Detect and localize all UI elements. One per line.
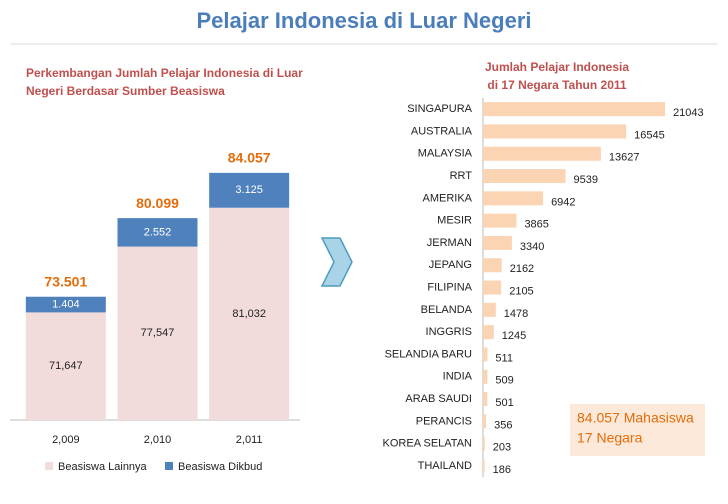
value-label: 203 xyxy=(493,442,511,454)
y-tick-label: JERMAN xyxy=(427,237,472,249)
bar xyxy=(483,102,666,117)
x-tick-label: 2,009 xyxy=(52,434,80,446)
value-label: 501 xyxy=(495,397,513,409)
value-label: 3.125 xyxy=(235,184,263,196)
bar-segment xyxy=(25,312,106,420)
arrow xyxy=(320,237,353,287)
y-tick-label: INDIA xyxy=(443,371,473,383)
y-tick-label: ARAB SAUDI xyxy=(405,393,472,405)
value-label: 511 xyxy=(495,352,513,364)
bar xyxy=(483,369,488,384)
bar xyxy=(483,280,502,295)
y-tick-label: THAILAND xyxy=(418,460,472,472)
value-label: 77,547 xyxy=(141,327,175,339)
bar xyxy=(483,325,494,340)
legend-swatch xyxy=(45,462,53,470)
y-tick-label: MESIR xyxy=(437,215,472,227)
bar xyxy=(483,347,488,362)
legend-label: Beasiswa Dikbud xyxy=(178,461,262,473)
value-label: 509 xyxy=(495,375,513,387)
value-label: 2105 xyxy=(509,285,533,297)
value-label: 81,032 xyxy=(232,308,266,320)
total-label: 80.099 xyxy=(136,195,179,211)
bar xyxy=(483,414,487,429)
bar xyxy=(483,258,502,273)
annotation-box xyxy=(570,404,705,456)
value-label: 71,647 xyxy=(49,360,83,372)
annotation: 84.057 Mahasiswa xyxy=(577,410,694,426)
chart-title: Jumlah Pelajar Indonesia xyxy=(485,60,629,74)
x-tick-label: 2,010 xyxy=(144,434,172,446)
value-label: 3865 xyxy=(524,219,548,231)
y-tick-label: MALAYSIA xyxy=(418,148,473,160)
y-tick-label: SINGAPURA xyxy=(407,103,472,115)
value-label: 1245 xyxy=(502,330,526,342)
y-tick-label: INGGRIS xyxy=(426,326,472,338)
bar xyxy=(483,392,488,407)
annotation: 17 Negara xyxy=(577,430,643,446)
legend-label: Beasiswa Lainnya xyxy=(58,461,148,473)
page-title: Pelajar Indonesia di Luar Negeri xyxy=(197,8,532,33)
value-label: 21043 xyxy=(673,107,704,119)
bar-segment xyxy=(209,172,290,208)
total-label: 73.501 xyxy=(44,273,87,289)
y-tick-label: AMERIKA xyxy=(422,192,472,204)
value-label: 6942 xyxy=(551,196,575,208)
value-label: 186 xyxy=(493,464,511,476)
bar xyxy=(483,169,566,184)
bar xyxy=(483,458,485,473)
value-label: 9539 xyxy=(574,174,598,186)
value-label: 3340 xyxy=(520,241,544,253)
y-tick-label: AUSTRALIA xyxy=(411,125,473,137)
legend-swatch xyxy=(165,462,173,470)
bar xyxy=(483,124,627,139)
value-label: 16545 xyxy=(634,129,665,141)
bar xyxy=(483,302,496,317)
y-tick-label: RRT xyxy=(450,170,473,182)
chart-title: di 17 Negara Tahun 2011 xyxy=(487,78,626,92)
y-tick-label: KOREA SELATAN xyxy=(383,438,473,450)
bar xyxy=(483,235,512,250)
y-tick-label: JEPANG xyxy=(429,259,472,271)
bar xyxy=(483,213,517,228)
value-label: 1478 xyxy=(504,308,528,320)
bar-segment xyxy=(117,246,198,420)
y-tick-label: SELANDIA BARU xyxy=(385,348,472,360)
value-label: 356 xyxy=(494,419,512,431)
y-tick-label: PERANCIS xyxy=(416,415,472,427)
value-label: 2162 xyxy=(510,263,534,275)
total-label: 84.057 xyxy=(228,150,271,166)
bar xyxy=(483,146,601,161)
bar-segment xyxy=(209,207,290,420)
value-label: 13627 xyxy=(609,152,640,164)
bar xyxy=(483,191,544,206)
value-label: 2.552 xyxy=(144,226,172,238)
chart-title: Negeri Berdasar Sumber Beasiswa xyxy=(26,84,225,98)
y-tick-label: BELANDA xyxy=(421,304,473,316)
value-label: 1.404 xyxy=(52,298,80,310)
bar xyxy=(483,436,485,451)
bar-segment xyxy=(117,218,198,247)
chart-title: Perkembangan Jumlah Pelajar Indonesia di… xyxy=(26,66,303,80)
x-tick-label: 2,011 xyxy=(236,434,263,446)
bar-segment xyxy=(25,296,106,313)
y-tick-label: FILIPINA xyxy=(427,281,472,293)
